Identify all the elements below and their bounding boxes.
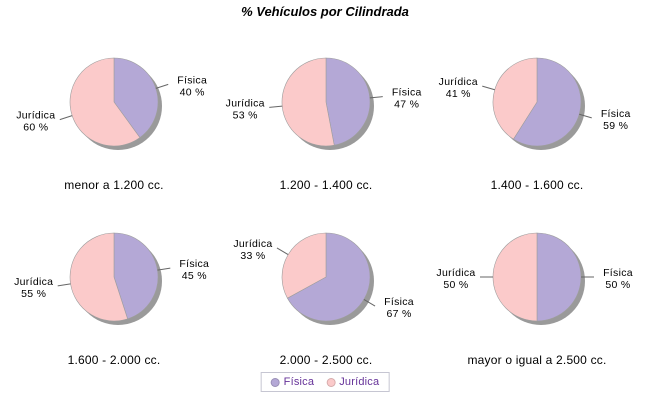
pie-slice-juridica <box>281 232 327 299</box>
pie-cell-1200-1400: Física 47 % Jurídica 53 % 1.200 - 1.400 cc. <box>220 48 432 208</box>
pie-label-line <box>59 115 73 121</box>
pie-chart: Física 50 % Jurídica 50 % <box>436 232 633 325</box>
chart-legend: Física Jurídica <box>260 372 390 392</box>
pie-slice-juridica <box>69 232 128 322</box>
pie-slice-label-juridica: Jurídica 50 % <box>436 267 475 291</box>
pie-slice-label-juridica: Jurídica 53 % <box>226 97 265 121</box>
pie-label-line <box>155 83 169 89</box>
pie-chart: Física 45 % Jurídica 55 % <box>14 232 209 325</box>
pie-slice-label-juridica: Jurídica 33 % <box>233 238 272 262</box>
pie-label-line <box>269 105 283 108</box>
pie-label-line <box>57 283 71 287</box>
legend-swatch-fisica-icon <box>270 377 280 387</box>
pie-slice-label-fisica: Física 67 % <box>384 296 414 320</box>
chart-title: % Vehículos por Cilindrada <box>241 4 409 19</box>
pie-chart: Física 59 % Jurídica 41 % <box>439 57 631 150</box>
pie-slice-label-fisica: Física 50 % <box>603 267 633 291</box>
pie-cell-1400-1600: Física 59 % Jurídica 41 % 1.400 - 1.600 cc. <box>431 48 643 208</box>
pie-slice-label-juridica: Jurídica 60 % <box>16 110 55 134</box>
pie-slice-juridica <box>69 57 141 147</box>
legend-item-juridica: Jurídica <box>326 376 379 388</box>
pie-chart: Física 47 % Jurídica 53 % <box>226 57 422 150</box>
legend-item-fisica: Física <box>270 376 315 388</box>
pie-label-line <box>482 85 495 91</box>
pie-slice-fisica <box>325 57 371 146</box>
pie-category-label: 1.600 - 2.000 cc. <box>67 353 161 367</box>
pie-cell-2000-2500: Física 67 % Jurídica 33 % 2.000 - 2.500 cc. <box>220 223 432 383</box>
pie-label-line <box>276 247 289 256</box>
pie-label-line <box>579 113 592 119</box>
pie-label-line <box>157 267 171 271</box>
pie-slice-label-fisica: Física 45 % <box>179 258 209 282</box>
pie-slice-label-fisica: Física 40 % <box>177 74 207 98</box>
pie-category-label: menor a 1.200 cc. <box>64 178 164 192</box>
legend-swatch-juridica-icon <box>326 377 336 387</box>
pie-category-label: mayor o igual a 2.500 cc. <box>467 353 607 367</box>
legend-label-juridica: Jurídica <box>339 376 380 388</box>
pie-category-label: 1.400 - 1.600 cc. <box>490 178 584 192</box>
pie-slice-label-fisica: Física 47 % <box>392 87 422 111</box>
pie-slice-label-juridica: Jurídica 41 % <box>439 76 478 100</box>
pie-label-line <box>363 298 376 307</box>
pie-slice-fisica <box>113 232 159 320</box>
pie-slice-juridica <box>492 57 538 140</box>
pie-label-line <box>369 96 383 99</box>
pie-slice-fisica <box>113 57 159 139</box>
pie-slice-fisica <box>513 57 582 147</box>
pie-slice-fisica <box>287 232 371 322</box>
pie-chart: Física 40 % Jurídica 60 % <box>16 57 207 150</box>
pie-slice-juridica <box>492 232 538 322</box>
pie-category-label: 1.200 - 1.400 cc. <box>279 178 373 192</box>
pie-chart: Física 67 % Jurídica 33 % <box>233 232 414 325</box>
pie-category-label: 2.000 - 2.500 cc. <box>279 353 373 367</box>
pie-cell-menor-1200: Física 40 % Jurídica 60 % menor a 1.200 cc. <box>8 48 220 208</box>
pie-slice-label-juridica: Jurídica 55 % <box>14 276 53 300</box>
pie-cell-1600-2000: Física 45 % Jurídica 55 % 1.600 - 2.000 cc. <box>8 223 220 383</box>
legend-label-fisica: Física <box>283 376 315 388</box>
pie-slice-juridica <box>281 57 335 147</box>
pie-cell-mayor-2500: Física 50 % Jurídica 50 % mayor o igual a 2… <box>431 223 643 383</box>
pie-slice-label-fisica: Física 59 % <box>601 108 631 132</box>
